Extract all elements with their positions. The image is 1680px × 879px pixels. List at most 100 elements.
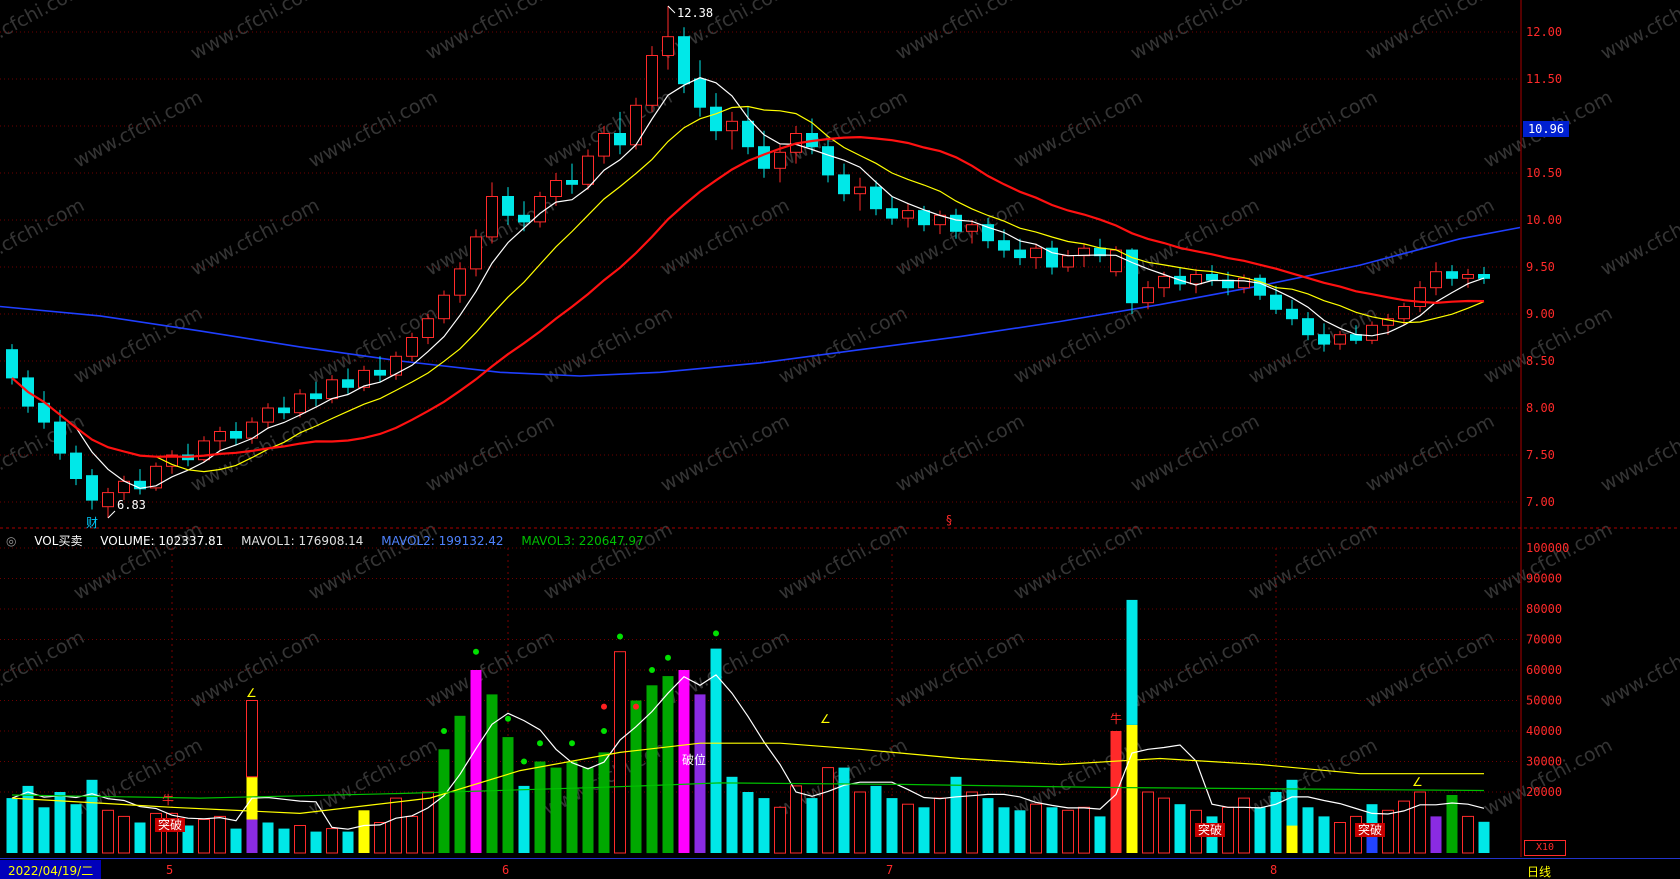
candle-body[interactable] [1366, 324, 1378, 341]
volume-bar[interactable] [1270, 792, 1282, 853]
candle-body[interactable] [534, 196, 546, 223]
volume-bar[interactable] [1286, 779, 1298, 826]
volume-bar[interactable] [342, 831, 354, 853]
volume-bar[interactable] [134, 822, 146, 854]
volume-bar[interactable] [1366, 825, 1378, 854]
volume-bar[interactable] [630, 700, 642, 854]
candle-body[interactable] [390, 355, 402, 376]
volume-bar[interactable] [406, 815, 418, 854]
volume-bar[interactable] [1302, 807, 1314, 854]
volume-bar[interactable] [390, 797, 402, 854]
candle-body[interactable] [1430, 271, 1442, 289]
candle-body[interactable] [678, 36, 690, 85]
candle-body[interactable] [902, 210, 914, 219]
candle-body[interactable] [838, 174, 850, 195]
volume-bar[interactable] [582, 767, 594, 853]
candle-body[interactable] [1238, 277, 1250, 289]
volume-bar[interactable] [678, 670, 690, 853]
candle-body[interactable] [1014, 249, 1026, 259]
volume-bar[interactable] [934, 797, 946, 854]
volume-bar[interactable] [1318, 816, 1330, 853]
candle-body[interactable] [742, 120, 754, 148]
candle-body[interactable] [870, 186, 882, 210]
volume-bar[interactable] [886, 798, 898, 853]
candle-body[interactable] [342, 379, 354, 388]
candle-body[interactable] [406, 337, 418, 357]
volume-bar[interactable] [790, 785, 802, 854]
candle-body[interactable] [566, 180, 578, 185]
volume-bar[interactable] [246, 819, 258, 854]
candle-body[interactable] [886, 208, 898, 219]
volume-bar[interactable] [694, 694, 706, 853]
volume-bar[interactable] [566, 761, 578, 854]
volume-bar[interactable] [1366, 804, 1378, 826]
volume-bar[interactable] [438, 749, 450, 853]
candle-body[interactable] [822, 146, 834, 176]
volume-bar[interactable] [1174, 804, 1186, 853]
volume-bar[interactable] [470, 670, 482, 853]
volume-bar[interactable] [726, 776, 738, 854]
volume-bar[interactable] [838, 767, 850, 853]
volume-bar[interactable] [6, 798, 18, 853]
candle-body[interactable] [1030, 247, 1042, 259]
period-label[interactable]: 日线 [1527, 865, 1552, 879]
volume-bar[interactable] [950, 776, 962, 854]
candle-body[interactable] [710, 106, 722, 132]
candle-body[interactable] [518, 214, 530, 223]
candle-body[interactable] [1158, 275, 1170, 289]
candle-body[interactable] [1286, 308, 1298, 320]
volume-bar[interactable] [118, 815, 130, 854]
volume-bar[interactable] [1446, 795, 1458, 853]
volume-bar[interactable] [1286, 825, 1298, 854]
volume-bar[interactable] [646, 685, 658, 854]
volume-bar[interactable] [214, 815, 226, 854]
candle-body[interactable] [438, 294, 450, 320]
volume-bar[interactable] [422, 791, 434, 854]
volume-bar[interactable] [1062, 809, 1074, 854]
volume-bar[interactable] [550, 767, 562, 853]
candle-body[interactable] [1206, 274, 1218, 281]
volume-bar[interactable] [742, 792, 754, 853]
volume-bar[interactable] [246, 700, 258, 778]
volume-bar[interactable] [1158, 797, 1170, 854]
volume-bar[interactable] [662, 676, 674, 853]
volume-bar[interactable] [54, 792, 66, 853]
volume-bar[interactable] [854, 791, 866, 854]
candle-body[interactable] [1398, 306, 1410, 320]
candle-body[interactable] [1478, 274, 1490, 279]
volume-bar[interactable] [326, 828, 338, 854]
candle-body[interactable] [582, 155, 594, 185]
volume-bar[interactable] [182, 825, 194, 854]
volume-bar[interactable] [1414, 791, 1426, 854]
candle-body[interactable] [6, 349, 18, 379]
volume-bar[interactable] [1110, 731, 1122, 853]
candle-body[interactable] [774, 151, 786, 169]
candle-body[interactable] [374, 369, 386, 376]
volume-bar[interactable] [1462, 815, 1474, 854]
volume-bar[interactable] [1030, 803, 1042, 854]
volume-bar[interactable] [710, 648, 722, 853]
candle-body[interactable] [918, 210, 930, 226]
candle-body[interactable] [86, 475, 98, 501]
volume-bar[interactable] [38, 807, 50, 854]
candle-body[interactable] [102, 492, 114, 508]
volume-bar[interactable] [454, 715, 466, 854]
candle-body[interactable] [1190, 274, 1202, 285]
current-date[interactable]: 2022/04/19/二 [0, 860, 102, 879]
volume-bar[interactable] [102, 809, 114, 854]
volume-bar[interactable] [502, 737, 514, 853]
volume-bar[interactable] [1334, 822, 1346, 854]
volume-bar[interactable] [870, 785, 882, 853]
volume-bar[interactable] [774, 806, 786, 854]
candle-body[interactable] [1334, 334, 1346, 345]
candle-body[interactable] [1126, 249, 1138, 304]
volume-bar[interactable] [1254, 807, 1266, 854]
volume-bar[interactable] [822, 767, 834, 854]
volume-bar[interactable] [1046, 807, 1058, 854]
candle-body[interactable] [1254, 277, 1266, 296]
candle-body[interactable] [1350, 334, 1362, 341]
candle-body[interactable] [486, 196, 498, 238]
indicator-name[interactable]: VOL买卖 [34, 534, 83, 548]
volume-bar[interactable] [1078, 806, 1090, 854]
